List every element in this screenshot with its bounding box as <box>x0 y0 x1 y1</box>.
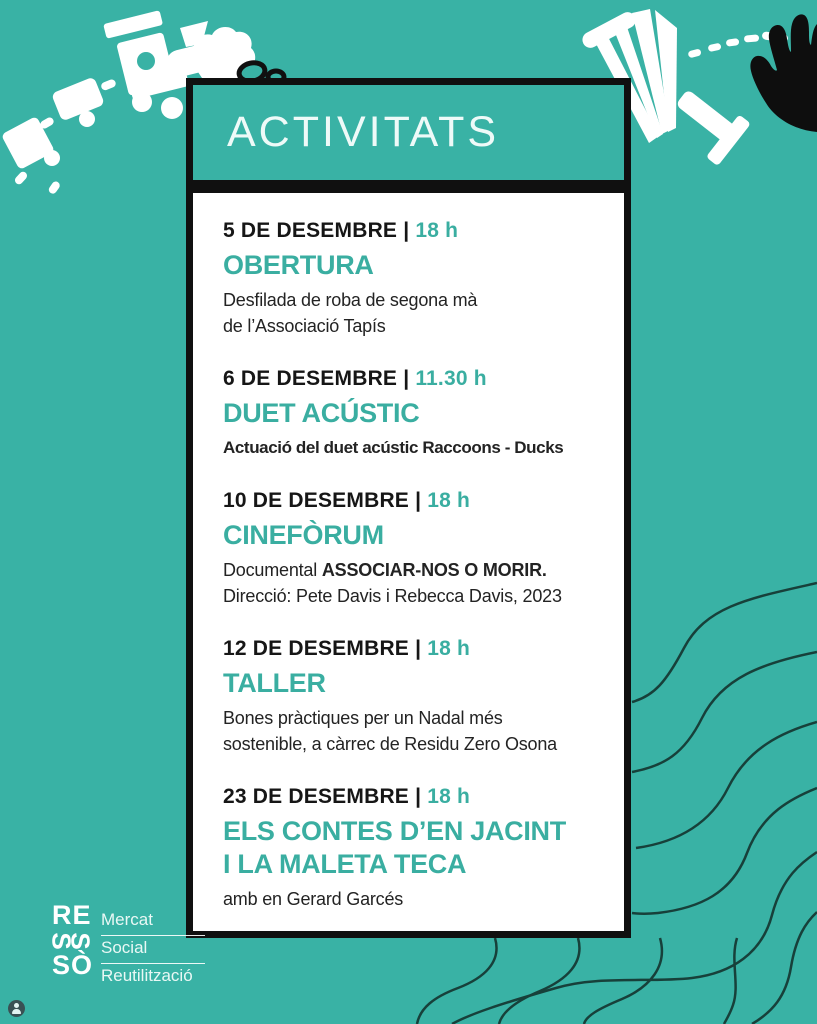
activities-card: ACTIVITATS 5 DE DESEMBRE | 18 h OBERTURA… <box>186 78 631 938</box>
date-separator: | <box>415 489 422 512</box>
event-description-line: Actuació del duet acústic Raccoons - Duc… <box>223 438 564 457</box>
event-description-line: de l’Associació Tapís <box>223 316 386 336</box>
event-taller: 12 DE DESEMBRE | 18 h TALLER Bones pràct… <box>223 637 606 757</box>
event-cineforum: 10 DE DESEMBRE | 18 h CINEFÒRUM Document… <box>223 489 606 609</box>
page-title: ACTIVITATS <box>227 108 500 156</box>
event-description-line: Bones pràctiques per un Nadal més <box>223 708 503 728</box>
resso-logo: RE S S SÒ <box>47 900 96 980</box>
desc-bold: ASSOCIAR-NOS O MORIR. <box>321 560 547 580</box>
date-separator: | <box>415 785 422 808</box>
card-header: ACTIVITATS <box>186 78 631 186</box>
event-date: 12 DE DESEMBRE | 18 h <box>223 637 606 661</box>
card-body: 5 DE DESEMBRE | 18 h OBERTURA Desfilada … <box>186 186 631 938</box>
event-date-text: 5 DE DESEMBRE <box>223 219 398 242</box>
tagline-mercat: Mercat <box>101 908 205 936</box>
event-date: 10 DE DESEMBRE | 18 h <box>223 489 606 513</box>
date-separator: | <box>403 367 410 390</box>
waves-icon <box>415 581 817 1024</box>
event-duet-acustic: 6 DE DESEMBRE | 11.30 h DUET ACÚSTIC Act… <box>223 367 606 461</box>
event-time: 18 h <box>427 489 471 512</box>
event-obertura: 5 DE DESEMBRE | 18 h OBERTURA Desfilada … <box>223 219 606 339</box>
event-description-line: Desfilada de roba de segona mà <box>223 290 478 310</box>
event-time: 18 h <box>427 637 471 660</box>
hand-icon <box>750 14 817 132</box>
date-separator: | <box>415 637 422 660</box>
event-description-line: sostenible, a càrrec de Residu Zero Oson… <box>223 734 557 754</box>
logo-line-ss: S S <box>47 928 96 953</box>
event-title: CINEFÒRUM <box>223 520 384 550</box>
event-time: 11.30 h <box>415 367 487 390</box>
event-title: DUET ACÚSTIC <box>223 398 420 428</box>
event-date-text: 23 DE DESEMBRE <box>223 785 410 808</box>
event-title-line1: ELS CONTES D’EN JACINT <box>223 816 566 846</box>
event-description-line: amb en Gerard Garcés <box>223 889 404 909</box>
toy-train-icon <box>2 10 256 194</box>
event-time: 18 h <box>427 785 471 808</box>
event-title: ELS CONTES D’EN JACINT I LA MALETA TECA <box>223 815 606 881</box>
event-contes-jacint: 23 DE DESEMBRE | 18 h ELS CONTES D’EN JA… <box>223 785 606 912</box>
event-description-line: Direcció: Pete Davis i Rebecca Davis, 20… <box>223 586 562 606</box>
logo-line-so: SÒ <box>52 950 94 980</box>
logo-line-re: RE <box>52 900 92 930</box>
event-date: 23 DE DESEMBRE | 18 h <box>223 785 606 809</box>
tagline-reutilitzacio: Reutilització <box>101 966 193 985</box>
event-date-text: 6 DE DESEMBRE <box>223 367 398 390</box>
desc-regular: Documental <box>223 560 322 580</box>
event-date-text: 12 DE DESEMBRE <box>223 637 410 660</box>
event-title-line2: I LA MALETA TECA <box>223 849 467 879</box>
event-description-line: Documental ASSOCIAR-NOS O MORIR. <box>223 557 606 583</box>
alt-badge-icon <box>8 1000 25 1017</box>
event-date: 6 DE DESEMBRE | 11.30 h <box>223 367 606 391</box>
event-date: 5 DE DESEMBRE | 18 h <box>223 219 606 243</box>
logo-rotated-s: S <box>65 931 96 950</box>
date-separator: | <box>403 219 410 242</box>
tagline-social: Social <box>101 936 205 964</box>
event-title: TALLER <box>223 668 326 698</box>
event-time: 18 h <box>415 219 459 242</box>
event-title: OBERTURA <box>223 250 374 280</box>
logo-taglines: Mercat Social Reutilització <box>101 908 205 991</box>
event-date-text: 10 DE DESEMBRE <box>223 489 410 512</box>
